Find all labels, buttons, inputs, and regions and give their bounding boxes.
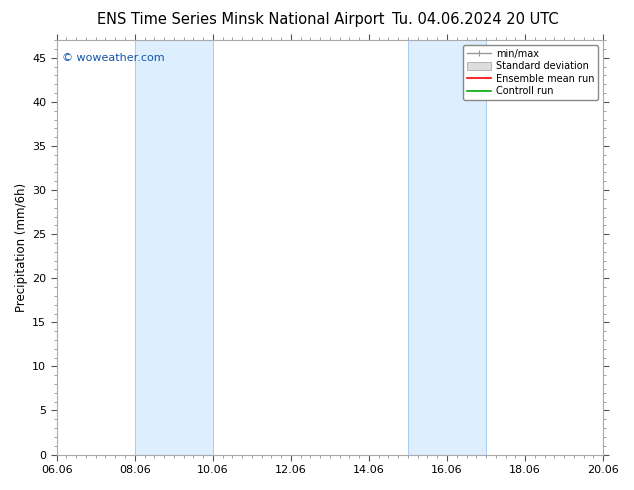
Legend: min/max, Standard deviation, Ensemble mean run, Controll run: min/max, Standard deviation, Ensemble me… xyxy=(463,45,598,100)
Text: © woweather.com: © woweather.com xyxy=(62,52,165,63)
Bar xyxy=(135,40,213,455)
Y-axis label: Precipitation (mm/6h): Precipitation (mm/6h) xyxy=(15,183,28,312)
Text: ENS Time Series Minsk National Airport: ENS Time Series Minsk National Airport xyxy=(97,12,385,27)
Text: Tu. 04.06.2024 20 UTC: Tu. 04.06.2024 20 UTC xyxy=(392,12,559,27)
Bar xyxy=(408,40,486,455)
